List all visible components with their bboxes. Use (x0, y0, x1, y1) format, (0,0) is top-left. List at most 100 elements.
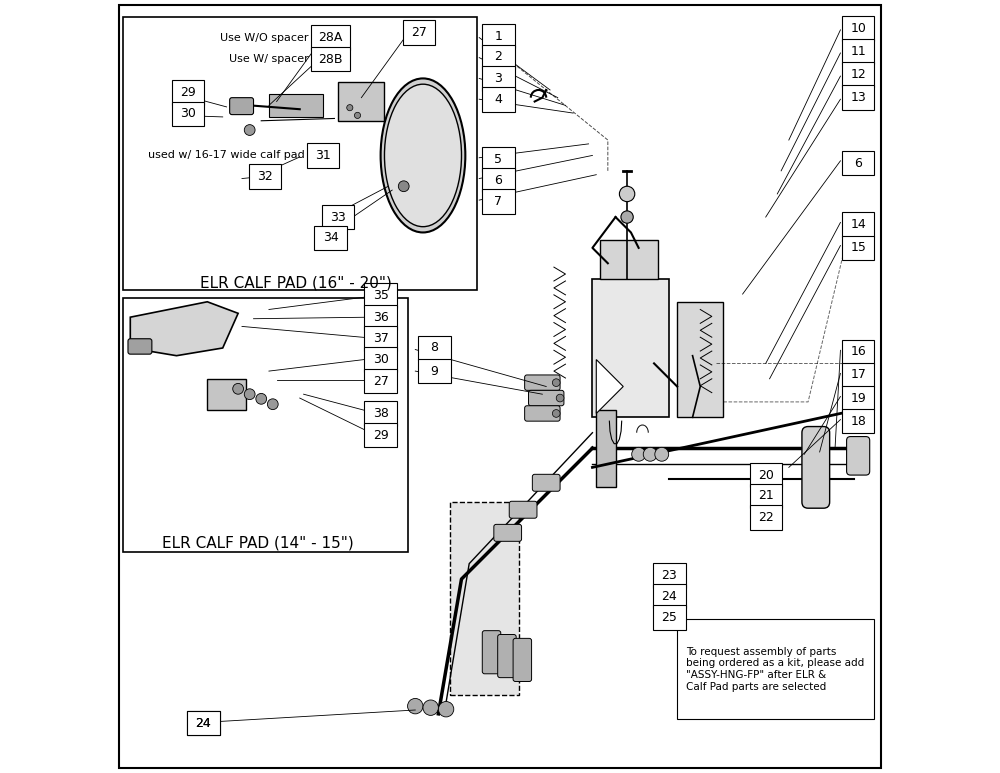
FancyBboxPatch shape (677, 619, 874, 719)
FancyBboxPatch shape (653, 563, 686, 587)
FancyBboxPatch shape (230, 97, 254, 114)
Circle shape (244, 124, 255, 135)
Text: 12: 12 (850, 68, 866, 81)
FancyBboxPatch shape (128, 339, 152, 354)
Text: used w/ 16-17 wide calf pad: used w/ 16-17 wide calf pad (148, 151, 304, 161)
Circle shape (621, 211, 633, 223)
FancyBboxPatch shape (653, 584, 686, 608)
Text: Use W/ spacer: Use W/ spacer (229, 54, 309, 64)
Ellipse shape (384, 84, 461, 226)
Text: 24: 24 (196, 717, 211, 730)
Text: 18: 18 (850, 414, 866, 427)
Circle shape (256, 393, 267, 404)
Text: 11: 11 (850, 45, 866, 58)
Text: 4: 4 (495, 93, 502, 106)
FancyBboxPatch shape (364, 423, 397, 448)
Circle shape (643, 448, 657, 461)
Text: 19: 19 (850, 392, 866, 404)
FancyBboxPatch shape (123, 17, 477, 290)
FancyBboxPatch shape (842, 236, 874, 261)
FancyBboxPatch shape (482, 168, 515, 192)
FancyBboxPatch shape (364, 401, 397, 426)
Text: 36: 36 (373, 311, 388, 324)
Circle shape (632, 448, 646, 461)
FancyBboxPatch shape (187, 710, 220, 735)
Text: 20: 20 (758, 468, 774, 482)
FancyBboxPatch shape (847, 437, 870, 475)
Text: 2: 2 (495, 50, 502, 63)
FancyBboxPatch shape (482, 631, 501, 674)
FancyBboxPatch shape (482, 66, 515, 90)
Text: ELR CALF PAD (14" - 15"): ELR CALF PAD (14" - 15") (162, 536, 353, 550)
Circle shape (552, 379, 560, 386)
FancyBboxPatch shape (207, 379, 246, 410)
FancyBboxPatch shape (311, 47, 350, 71)
Text: 33: 33 (330, 210, 346, 223)
Text: 30: 30 (180, 107, 196, 121)
FancyBboxPatch shape (269, 94, 323, 117)
Text: 6: 6 (854, 157, 862, 169)
Text: 16: 16 (850, 346, 866, 359)
Circle shape (619, 186, 635, 202)
Text: 24: 24 (196, 717, 211, 730)
FancyBboxPatch shape (842, 409, 874, 434)
FancyBboxPatch shape (482, 24, 515, 49)
Circle shape (347, 104, 353, 111)
FancyBboxPatch shape (311, 26, 350, 50)
FancyBboxPatch shape (364, 283, 397, 308)
FancyBboxPatch shape (119, 5, 881, 768)
FancyBboxPatch shape (532, 475, 560, 492)
Circle shape (398, 181, 409, 192)
FancyBboxPatch shape (513, 638, 532, 682)
FancyBboxPatch shape (123, 298, 408, 552)
Text: 27: 27 (373, 375, 389, 387)
FancyBboxPatch shape (364, 347, 397, 372)
Text: 6: 6 (495, 174, 502, 186)
Text: 35: 35 (373, 289, 389, 302)
Text: 8: 8 (431, 342, 439, 355)
FancyBboxPatch shape (842, 213, 874, 237)
FancyBboxPatch shape (418, 335, 451, 360)
FancyBboxPatch shape (249, 164, 281, 189)
Text: 37: 37 (373, 332, 389, 346)
Text: 10: 10 (850, 22, 866, 35)
FancyBboxPatch shape (364, 305, 397, 329)
FancyBboxPatch shape (750, 463, 782, 488)
Text: 3: 3 (495, 72, 502, 85)
FancyBboxPatch shape (403, 20, 435, 45)
Text: 31: 31 (315, 149, 331, 162)
Text: 28A: 28A (318, 31, 343, 44)
FancyBboxPatch shape (750, 484, 782, 508)
FancyBboxPatch shape (172, 80, 204, 104)
Text: Use W/O spacer: Use W/O spacer (220, 32, 309, 43)
Text: 23: 23 (662, 569, 677, 582)
Text: 15: 15 (850, 241, 866, 254)
FancyBboxPatch shape (482, 189, 515, 214)
Circle shape (552, 410, 560, 417)
Text: 29: 29 (373, 428, 388, 441)
Text: 7: 7 (494, 195, 502, 208)
Circle shape (267, 399, 278, 410)
Text: 22: 22 (758, 511, 774, 524)
Text: 38: 38 (373, 407, 389, 420)
Circle shape (233, 383, 244, 394)
Circle shape (556, 394, 564, 402)
FancyBboxPatch shape (322, 205, 354, 230)
FancyBboxPatch shape (364, 369, 397, 393)
FancyBboxPatch shape (338, 82, 384, 121)
FancyBboxPatch shape (842, 63, 874, 87)
FancyBboxPatch shape (482, 87, 515, 111)
Text: 29: 29 (180, 86, 196, 99)
FancyBboxPatch shape (172, 101, 204, 126)
Text: 14: 14 (850, 218, 866, 231)
Circle shape (244, 389, 255, 400)
Text: 17: 17 (850, 369, 866, 381)
FancyBboxPatch shape (509, 501, 537, 518)
Circle shape (438, 702, 454, 717)
FancyBboxPatch shape (187, 710, 220, 735)
FancyBboxPatch shape (494, 524, 522, 541)
Text: 24: 24 (662, 590, 677, 602)
FancyBboxPatch shape (314, 226, 347, 250)
FancyBboxPatch shape (842, 151, 874, 175)
FancyBboxPatch shape (592, 279, 669, 417)
